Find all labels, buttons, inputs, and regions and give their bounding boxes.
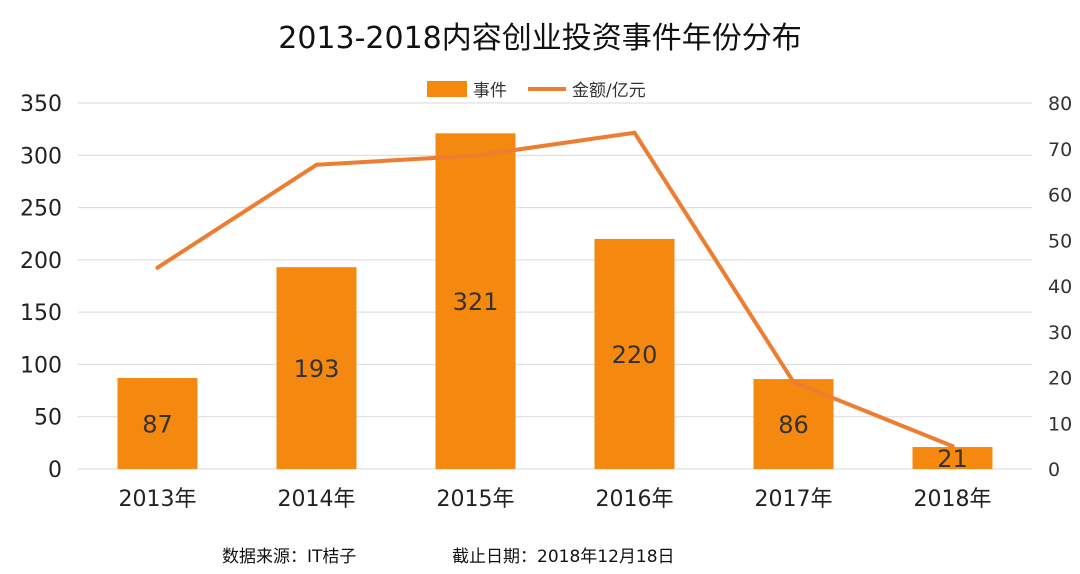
y-tick-label-left: 100: [20, 353, 62, 378]
bar-value-label: 220: [612, 341, 658, 369]
line-point: [314, 162, 319, 167]
legend: 事件 金额/亿元: [427, 81, 646, 101]
y-tick-label-left: 250: [20, 197, 62, 222]
y-tick-label-left: 300: [20, 144, 62, 169]
x-tick-label: 2015年: [437, 487, 515, 512]
y-tick-label-right: 30: [1048, 322, 1072, 344]
bar-value-label: 193: [294, 355, 340, 383]
cutoff-date: 截止日期：2018年12月18日: [452, 547, 675, 567]
bar-value-label: 87: [142, 411, 173, 439]
line-point: [950, 444, 955, 449]
x-tick-label: 2017年: [755, 487, 833, 512]
bar-value-label: 86: [778, 411, 809, 439]
y-tick-label-right: 60: [1048, 185, 1072, 207]
x-tick-label: 2013年: [119, 487, 197, 512]
bar-labels: 87 193 321 220 86 21: [142, 288, 968, 473]
data-source: 数据来源：IT桔子: [222, 547, 356, 567]
y-tick-label-left: 150: [20, 301, 62, 326]
line-point: [632, 130, 637, 135]
y-tick-label-right: 10: [1048, 413, 1072, 435]
y-axis-left: 0 50 100 150 200 250 300 350: [20, 92, 62, 483]
bar: [912, 447, 993, 469]
x-tick-label: 2018年: [914, 487, 992, 512]
bar-series: [117, 133, 993, 469]
legend-swatch-events: [427, 81, 467, 97]
bar: [594, 238, 675, 469]
y-tick-label-left: 0: [48, 458, 62, 483]
y-tick-label-right: 40: [1048, 276, 1072, 298]
y-axis-right: 0 10 20 30 40 50 60 70 80: [1048, 93, 1072, 481]
x-axis: 2013年 2014年 2015年 2016年 2017年 2018年: [119, 487, 992, 512]
line-series: [155, 130, 955, 449]
y-tick-label-right: 80: [1048, 93, 1072, 115]
bar: [435, 133, 516, 469]
line-point: [473, 153, 478, 158]
bar: [276, 267, 357, 469]
y-tick-label-left: 350: [20, 92, 62, 117]
line-point: [155, 265, 160, 270]
bar-value-label: 321: [453, 288, 499, 316]
amount-line: [155, 130, 955, 449]
y-tick-label-right: 20: [1048, 368, 1072, 390]
gridlines: [78, 102, 1032, 470]
bar: [117, 378, 198, 469]
x-tick-label: 2016年: [596, 487, 674, 512]
line-point: [791, 380, 796, 385]
y-tick-label-left: 200: [20, 249, 62, 274]
legend-label-events: 事件: [473, 81, 507, 101]
x-tick-label: 2014年: [278, 487, 356, 512]
legend-label-amount: 金额/亿元: [572, 81, 646, 101]
y-tick-label-left: 50: [34, 406, 62, 431]
y-tick-label-right: 50: [1048, 230, 1072, 252]
y-tick-label-right: 0: [1048, 459, 1060, 481]
y-tick-label-right: 70: [1048, 139, 1072, 161]
chart-title: 2013-2018内容创业投资事件年份分布: [278, 21, 802, 56]
bar-value-label: 21: [937, 445, 968, 473]
